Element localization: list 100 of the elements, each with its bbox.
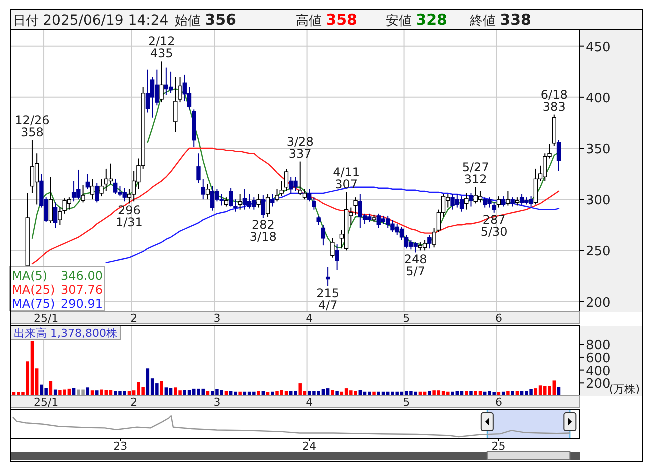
candlestick — [256, 194, 261, 208]
bar — [470, 391, 473, 396]
y-tick-label: 450 — [586, 40, 611, 56]
candlestick — [308, 188, 312, 202]
y-tick-label: 400 — [586, 91, 611, 106]
y-tick-label: 200 — [586, 377, 611, 392]
chart-title: 出来高 1,378,800株 — [14, 327, 118, 340]
annotation: 6/18 383 — [540, 88, 568, 114]
candlestick — [81, 184, 86, 204]
candlestick — [354, 197, 358, 216]
annotation: 2/12 435 — [148, 34, 176, 61]
candlestick — [335, 244, 340, 271]
candlestick — [95, 182, 100, 204]
legend: MA(5) 346.00 MA(25) 307.76 MA(75) 290.91 — [10, 266, 106, 312]
x-tick-label: 2 — [130, 396, 138, 409]
candlestick — [238, 194, 242, 210]
annotation: 12/26 358 — [15, 113, 50, 140]
candlestick — [72, 180, 76, 202]
text: 安値 328 — [386, 11, 448, 29]
bar — [331, 390, 334, 396]
candlestick — [242, 188, 248, 210]
y-tick-label: 400 — [586, 364, 611, 380]
candlestick — [234, 199, 238, 212]
line-series — [32, 148, 560, 265]
candlestick — [168, 71, 174, 94]
annotation: 296 1/31 — [116, 204, 143, 230]
candlestick — [275, 188, 280, 202]
x-tick-label: 24 — [302, 440, 316, 453]
candlestick — [270, 194, 275, 208]
candlestick — [228, 188, 234, 208]
candlestick — [284, 168, 289, 192]
y-tick-label: 350 — [586, 142, 611, 158]
bar — [257, 391, 260, 396]
candlestick — [492, 202, 496, 214]
text: 始値 356 — [175, 11, 236, 29]
candlestick — [280, 180, 284, 198]
candlestick — [496, 196, 502, 208]
annotation: 3/28 337 — [286, 134, 314, 161]
text: 高値 358 — [296, 11, 358, 29]
candlestick — [30, 140, 35, 194]
candlestick — [160, 61, 164, 104]
candlestick — [422, 240, 428, 252]
y-tick-label: 200 — [586, 296, 611, 311]
candlestick — [316, 215, 321, 226]
candlestick — [478, 190, 483, 204]
candlestick — [469, 192, 474, 208]
x-tick-label: 5 — [403, 312, 410, 325]
candlestick — [506, 190, 510, 206]
candlestick — [53, 202, 58, 229]
candlestick — [510, 197, 515, 208]
bar — [506, 391, 510, 396]
annotation: 215 4/7 — [316, 286, 340, 312]
x-tick-label: 4 — [306, 312, 314, 325]
candlestick — [174, 76, 178, 133]
candlestick — [90, 178, 95, 200]
text: 日付 2025/06/19 14:24 — [13, 13, 169, 29]
candlestick — [146, 69, 150, 114]
x-tick-label: 3 — [214, 312, 221, 325]
y-tick-label: 300 — [586, 194, 611, 209]
candlestick — [187, 86, 192, 110]
candlestick — [326, 266, 330, 287]
x-tick-label: 25/1 — [34, 312, 59, 325]
x-tick-label: 4 — [306, 396, 314, 409]
candlestick — [302, 188, 308, 200]
y-axis-title: (万株) — [609, 383, 640, 396]
annotation: 287 5/30 — [480, 212, 508, 239]
candlestick — [206, 184, 210, 200]
x-tick-label: 6 — [495, 396, 502, 409]
y-tick-label: 250 — [586, 244, 611, 260]
annotation: 5/27 312 — [462, 160, 490, 186]
candlestick — [464, 192, 469, 210]
candlestick — [100, 178, 104, 198]
x-tick-label: 2 — [130, 312, 138, 325]
x-tick-label: 25/1 — [34, 396, 59, 409]
candlestick — [201, 178, 206, 200]
candlestick — [312, 197, 316, 210]
candlestick — [196, 153, 201, 184]
candlestick — [58, 207, 62, 226]
candlestick — [261, 195, 266, 218]
bar — [511, 391, 514, 396]
candlestick — [178, 76, 182, 104]
candlestick — [460, 196, 464, 212]
bar — [336, 391, 339, 396]
candlestick — [556, 140, 562, 172]
bar — [96, 390, 99, 396]
text: 終値 338 — [469, 11, 532, 29]
x-tick-label: 25 — [492, 440, 506, 453]
candlestick — [224, 197, 229, 208]
bar — [146, 368, 150, 396]
x-tick-label: 3 — [214, 396, 221, 409]
x-tick-label: 6 — [495, 312, 502, 325]
y-tick-label: 600 — [586, 351, 611, 366]
candlestick — [108, 163, 114, 185]
candlestick — [330, 238, 335, 258]
candlestick — [432, 228, 436, 248]
candlestick — [501, 196, 506, 208]
candlestick — [266, 194, 270, 218]
candlestick — [321, 224, 326, 246]
annotation: 282 3/18 — [250, 218, 277, 244]
candlestick — [428, 234, 432, 250]
